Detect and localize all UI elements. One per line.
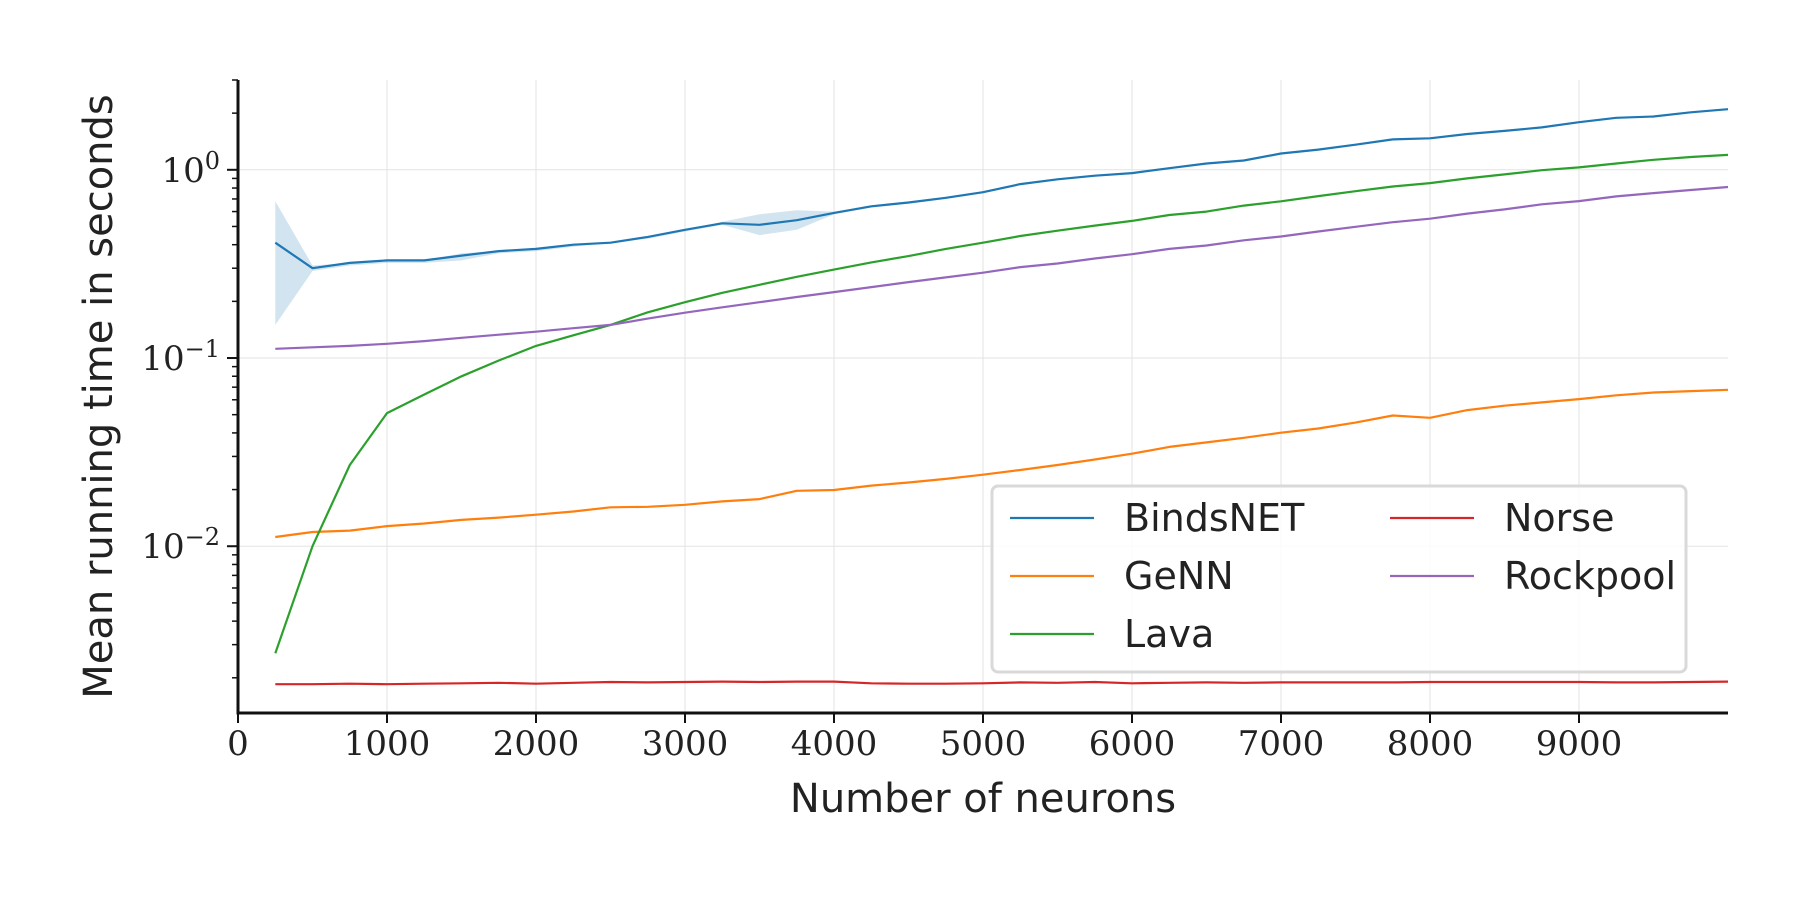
y-axis-label: Mean running time in seconds — [76, 94, 122, 699]
series-line-bindsnet — [274, 108, 1729, 270]
y-tick-label-base: 10 — [161, 151, 204, 191]
x-tick-label: 8000 — [1387, 724, 1474, 764]
x-tick-label: 4000 — [791, 724, 878, 764]
legend-box — [990, 484, 1688, 674]
y-tick-label: 10−1 — [141, 335, 220, 379]
series-line-genn — [275, 388, 1729, 539]
x-tick-label: 3000 — [642, 724, 729, 764]
y-tick-label: 100 — [161, 147, 220, 191]
legend-label-bindsnet: BindsNET — [1124, 496, 1305, 540]
legend-label-genn: GeNN — [1124, 554, 1234, 598]
legend-label-rockpool: Rockpool — [1504, 554, 1676, 598]
axes: 0 1000 2000 3000 4000 5000 6000 7000 8000 9000100… — [141, 79, 1728, 764]
legend: BindsNET GeNN Lava Norse Rockpool — [990, 484, 1688, 674]
series-line-norse — [275, 680, 1729, 686]
x-tick-label: 2000 — [493, 724, 580, 764]
y-tick-label-base: 10 — [141, 527, 184, 567]
series-line-rockpool — [275, 185, 1729, 350]
x-tick-label: 5000 — [940, 724, 1027, 764]
y-tick-label-exponent: 0 — [205, 147, 220, 175]
x-tick-label: 6000 — [1089, 724, 1176, 764]
series-line-lava — [274, 153, 1729, 654]
x-tick-label: 1000 — [344, 724, 431, 764]
x-tick-label: 9000 — [1536, 724, 1623, 764]
y-tick-label-base: 10 — [141, 339, 184, 379]
x-axis-label: Number of neurons — [790, 776, 1176, 822]
y-tick-label: 10−2 — [141, 523, 220, 567]
y-tick-label-exponent: −2 — [185, 523, 220, 551]
legend-label-norse: Norse — [1504, 496, 1614, 540]
y-tick-label-exponent: −1 — [185, 335, 220, 363]
x-tick-label: 7000 — [1238, 724, 1325, 764]
series-band-bindsnet — [275, 109, 1728, 325]
plot-area — [274, 108, 1729, 686]
x-tick-label: 0 — [227, 724, 249, 764]
legend-label-lava: Lava — [1124, 612, 1214, 656]
